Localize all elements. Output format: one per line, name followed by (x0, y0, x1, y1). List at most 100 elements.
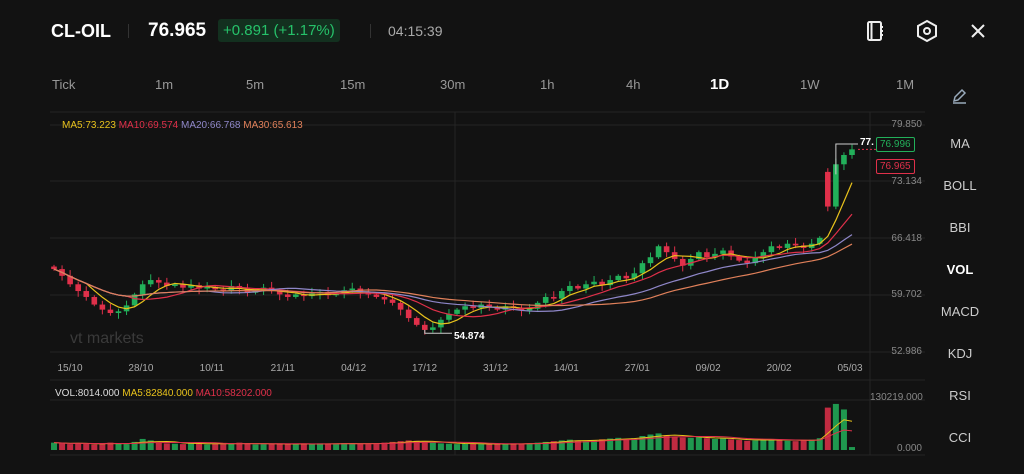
candle (220, 289, 227, 292)
candle (720, 250, 726, 254)
candle (413, 318, 420, 325)
tab-tick[interactable]: Tick (52, 77, 76, 92)
indicator-bbi[interactable]: BBI (949, 220, 971, 235)
volume-bar (824, 407, 831, 450)
ma30-line (53, 243, 853, 307)
volume-bar (83, 443, 90, 450)
divider (370, 24, 371, 38)
volume-bar (268, 443, 275, 450)
candle (99, 304, 106, 310)
volume-bar (155, 442, 162, 450)
indicator-kdj[interactable]: KDJ (947, 346, 973, 361)
candle (446, 313, 452, 320)
tab-30m[interactable]: 30m (440, 77, 466, 92)
candle (139, 284, 146, 295)
candle (550, 296, 557, 299)
indicator-vol[interactable]: VOL (946, 262, 974, 277)
volume-bar (462, 443, 469, 450)
candle (687, 258, 694, 266)
candle (736, 256, 742, 261)
volume-bar (373, 443, 380, 450)
volume-bar (389, 441, 396, 450)
candle (526, 308, 533, 311)
volume-bar (655, 433, 662, 450)
candle (164, 282, 170, 286)
candle (647, 257, 654, 264)
volume-bar (188, 442, 195, 450)
ma-legend-item: MA30:65.613 (243, 120, 303, 131)
volume-bar (437, 443, 444, 450)
volume-bar (574, 440, 581, 450)
indicator-cci[interactable]: CCI (948, 430, 972, 445)
volume-bar (131, 441, 138, 450)
candle (712, 253, 718, 258)
candle (486, 304, 493, 308)
ma-legend-item: MA5:73.223 (62, 120, 119, 131)
volume-bar (147, 440, 154, 450)
candle (147, 280, 154, 285)
vol-legend-item: VOL:8014.000 (55, 388, 123, 399)
tab-1d[interactable]: 1D (710, 76, 730, 93)
symbol-title: CL-OIL (51, 21, 111, 41)
tab-4h[interactable]: 4h (626, 77, 641, 92)
indicator-ma[interactable]: MA (950, 136, 970, 151)
indicator-boll[interactable]: BOLL (943, 178, 977, 193)
indicator-macd[interactable]: MACD (940, 304, 980, 319)
candle (559, 291, 565, 299)
candle (293, 294, 299, 297)
volume-bar (526, 443, 533, 450)
indicator-rsi[interactable]: RSI (949, 388, 971, 403)
candle (760, 252, 767, 258)
volume-bar (736, 440, 743, 450)
ma-legend-item: MA20:66.768 (180, 120, 244, 131)
volume-bar (115, 443, 122, 450)
tab-1m[interactable]: 1M (896, 77, 915, 92)
volume-bar (760, 439, 767, 450)
candle (115, 311, 122, 314)
volume-bar (421, 441, 428, 450)
candle (155, 280, 162, 283)
volume-bar (832, 403, 839, 450)
tab-5m[interactable]: 5m (246, 77, 265, 92)
volume-bar (711, 438, 718, 450)
volume-bar (583, 441, 589, 450)
volume-bar (59, 443, 66, 450)
candle (816, 237, 823, 244)
volume-bar (252, 444, 259, 450)
notebook-icon[interactable] (862, 18, 888, 44)
volume-bar (558, 440, 565, 450)
volume-bar (163, 443, 170, 450)
candle (776, 246, 783, 248)
candle (784, 243, 791, 248)
candle (188, 285, 194, 288)
volume-bar (454, 444, 461, 450)
volume-bar (341, 442, 348, 450)
settings-hexagon-icon[interactable] (914, 18, 940, 44)
volume-bar (99, 443, 106, 450)
volume-bar (365, 444, 372, 450)
candle (542, 296, 549, 303)
volume-bar (260, 444, 267, 450)
pencil-draw-icon[interactable] (950, 86, 970, 106)
volume-bar (405, 440, 412, 450)
close-icon[interactable] (965, 18, 991, 44)
last-price: 76.965 (148, 20, 207, 41)
tab-15m[interactable]: 15m (340, 77, 366, 92)
volume-bar (695, 437, 702, 450)
candle (405, 309, 412, 319)
volume-bar (792, 441, 799, 450)
candle (51, 266, 57, 270)
tab-1m[interactable]: 1m (155, 77, 174, 92)
volume-bar (494, 443, 501, 450)
candle (397, 302, 404, 310)
tab-1w[interactable]: 1W (800, 77, 820, 92)
candle (421, 324, 428, 330)
candle (284, 294, 291, 297)
volume-bar (308, 444, 315, 450)
candle (704, 252, 710, 258)
volume-bar (228, 443, 235, 450)
volume-bar (703, 438, 710, 450)
vol-legend-item: MA5:82840.000 (122, 388, 196, 399)
tab-1h[interactable]: 1h (540, 77, 555, 92)
